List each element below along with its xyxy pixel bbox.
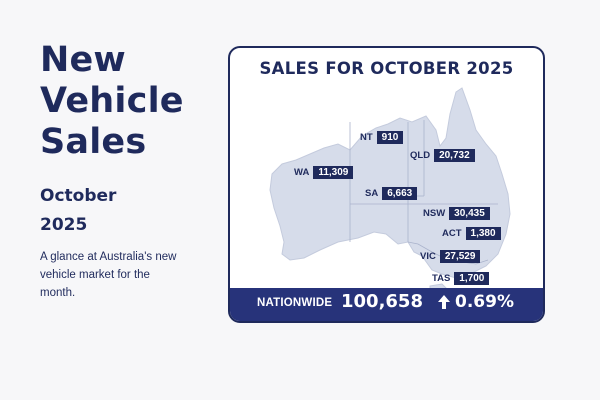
state-label-sa: SA 6,663: [365, 186, 418, 200]
state-borders: [349, 120, 498, 265]
arrow-up-icon: [438, 295, 450, 309]
state-label-wa: WA 11,309: [294, 165, 354, 179]
nationwide-total: 100,658: [341, 291, 423, 312]
state-code: TAS: [432, 272, 451, 284]
state-code: WA: [294, 166, 310, 178]
subtitle-year: 2025: [40, 215, 88, 235]
nationwide-summary-bar: NATIONWIDE 100,658 0.69%: [230, 288, 543, 321]
subtitle-month: October: [40, 186, 117, 206]
sales-card: SALES FOR OCTOBER 2025 NT 910 QLD 20,732…: [228, 46, 545, 323]
description-text: A glance at Australia's new vehicle mark…: [40, 251, 177, 299]
mainland-shape: [269, 87, 511, 279]
state-label-vic: VIC 27,529: [420, 249, 481, 263]
state-code: NSW: [423, 207, 446, 219]
state-label-nsw: NSW 30,435: [423, 206, 490, 220]
state-value: 11,309: [313, 165, 354, 179]
state-label-qld: QLD 20,732: [410, 148, 475, 162]
state-code: QLD: [410, 149, 431, 161]
title-line-3: Sales: [40, 122, 147, 162]
nationwide-change: 0.69%: [437, 292, 514, 312]
period-subtitle: October 2025: [40, 182, 200, 240]
state-label-tas: TAS 1,700: [432, 271, 490, 285]
state-label-nt: NT 910: [360, 130, 404, 144]
state-code: ACT: [442, 227, 462, 239]
nationwide-label: NATIONWIDE: [257, 297, 333, 309]
page-title: New Vehicle Sales: [40, 40, 220, 163]
state-value: 910: [376, 130, 404, 144]
state-code: NT: [360, 131, 373, 143]
state-code: SA: [365, 187, 379, 199]
state-value: 30,435: [449, 206, 490, 220]
australia-map-icon: [269, 87, 511, 305]
title-line-2: Vehicle: [40, 81, 184, 121]
state-code: VIC: [420, 250, 436, 262]
card-title: SALES FOR OCTOBER 2025: [259, 59, 514, 78]
state-value: 27,529: [439, 249, 481, 263]
state-value: 6,663: [382, 186, 418, 200]
state-label-act: ACT 1,380: [442, 226, 501, 240]
state-value: 1,380: [465, 226, 501, 240]
state-value: 20,732: [434, 148, 475, 162]
title-line-1: New: [40, 40, 126, 80]
change-percent: 0.69%: [455, 292, 514, 312]
state-value: 1,700: [454, 271, 490, 285]
